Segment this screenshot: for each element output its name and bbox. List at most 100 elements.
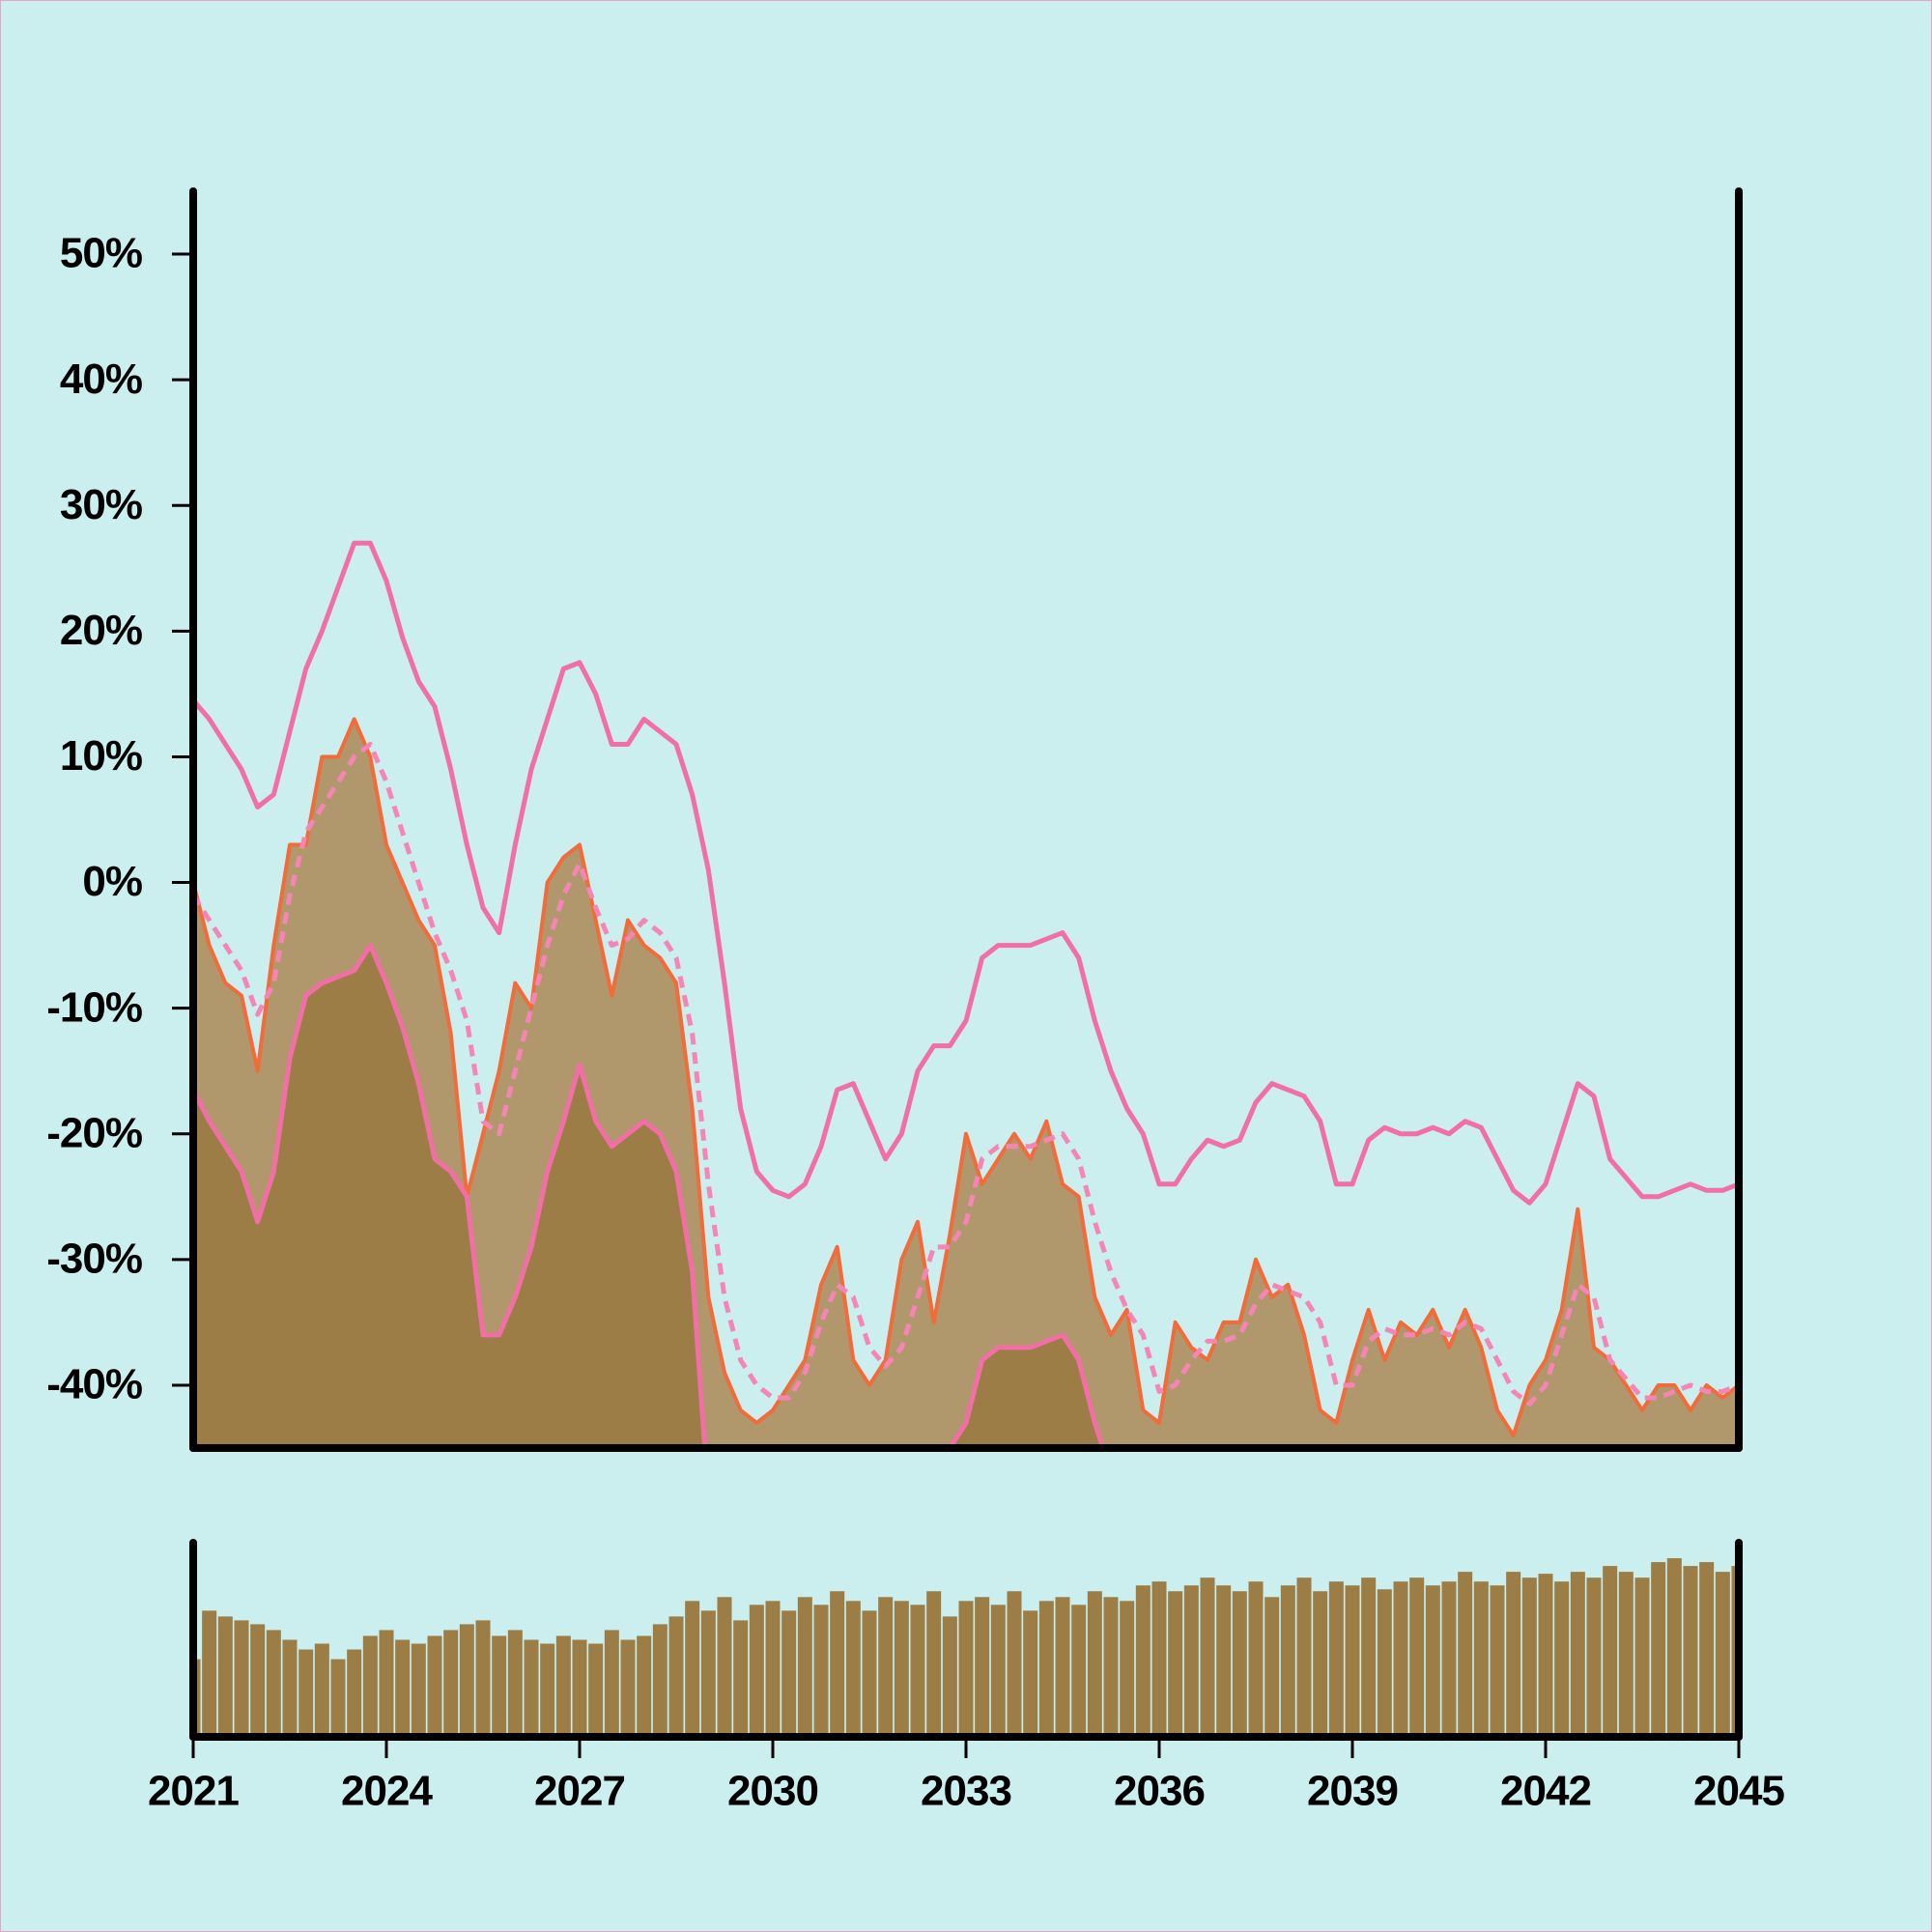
volume-bar bbox=[1023, 1610, 1038, 1737]
plot-area bbox=[193, 540, 1739, 1448]
volume-bar bbox=[1264, 1597, 1280, 1737]
volume-bar bbox=[492, 1635, 507, 1737]
volume-bar bbox=[1715, 1572, 1730, 1737]
volume-bar bbox=[1151, 1581, 1167, 1737]
volume-bar bbox=[1071, 1605, 1087, 1737]
volume-bar bbox=[637, 1635, 652, 1737]
volume-bar bbox=[1120, 1601, 1135, 1737]
volume-bar bbox=[862, 1610, 877, 1737]
y-tick-label: -30% bbox=[46, 1235, 142, 1282]
volume-bar bbox=[1554, 1581, 1570, 1737]
volume-bar bbox=[1441, 1581, 1457, 1737]
volume-bar bbox=[894, 1601, 909, 1737]
volume-bar bbox=[620, 1639, 636, 1737]
volume-bar bbox=[250, 1624, 266, 1737]
plot-area bbox=[193, 1558, 1739, 1737]
volume-bar bbox=[475, 1620, 491, 1737]
volume-bar bbox=[540, 1643, 555, 1737]
x-tick-label: 2030 bbox=[727, 1768, 818, 1815]
volume-bar bbox=[1538, 1574, 1553, 1737]
volume-bar bbox=[572, 1639, 587, 1737]
volume-bar bbox=[733, 1620, 749, 1737]
y-tick-label: 50% bbox=[60, 230, 142, 277]
y-tick-label: 0% bbox=[82, 858, 142, 905]
volume-bar bbox=[958, 1601, 974, 1737]
volume-bar bbox=[459, 1624, 474, 1737]
volume-bar bbox=[217, 1616, 233, 1737]
volume-bar bbox=[1377, 1589, 1392, 1737]
volume-bar bbox=[1683, 1566, 1698, 1737]
volume-bar bbox=[379, 1630, 394, 1737]
volume-bar bbox=[1393, 1581, 1408, 1737]
line bbox=[193, 741, 1739, 1406]
volume-bar bbox=[1473, 1581, 1489, 1737]
volume-bar bbox=[990, 1605, 1006, 1737]
x-tick-label: 2027 bbox=[534, 1768, 625, 1815]
x-tick-label: 2024 bbox=[341, 1768, 433, 1815]
volume-bar bbox=[1570, 1572, 1585, 1737]
line bbox=[193, 943, 1106, 1448]
volume-bar bbox=[1521, 1577, 1537, 1737]
y-tick-label: -10% bbox=[46, 983, 142, 1031]
volume-bar bbox=[1168, 1591, 1183, 1737]
x-tick-label: 2042 bbox=[1500, 1768, 1591, 1815]
volume-bar bbox=[1135, 1585, 1151, 1737]
volume-bar bbox=[588, 1643, 604, 1737]
volume-bar bbox=[926, 1591, 942, 1737]
volume-bar bbox=[1666, 1558, 1682, 1737]
volume-bar bbox=[910, 1605, 925, 1737]
volume-bar bbox=[1603, 1566, 1618, 1737]
volume-bar bbox=[830, 1591, 845, 1737]
volume-bar bbox=[427, 1635, 442, 1737]
x-tick-label: 2021 bbox=[148, 1768, 239, 1815]
y-tick-label: 40% bbox=[60, 355, 142, 403]
volume-bar bbox=[266, 1630, 281, 1737]
y-tick-label: -40% bbox=[46, 1361, 142, 1408]
volume-bar bbox=[1103, 1597, 1119, 1737]
volume-bar bbox=[362, 1635, 378, 1737]
volume-bar bbox=[668, 1616, 684, 1737]
volume-bar bbox=[1087, 1591, 1102, 1737]
volume-bar bbox=[1055, 1597, 1070, 1737]
volume-bar bbox=[330, 1659, 346, 1737]
volume-bar bbox=[1490, 1585, 1505, 1737]
volume-bar bbox=[813, 1605, 829, 1737]
volume-bar bbox=[202, 1610, 217, 1737]
volume-bar bbox=[604, 1630, 619, 1737]
volume-bar bbox=[395, 1639, 411, 1737]
x-tick-label: 2045 bbox=[1693, 1768, 1784, 1815]
volume-bar bbox=[443, 1630, 459, 1737]
volume-bar bbox=[942, 1616, 957, 1737]
volume-bar bbox=[234, 1620, 249, 1737]
volume-bar bbox=[1007, 1591, 1022, 1737]
x-tick-label: 2039 bbox=[1307, 1768, 1398, 1815]
y-tick-label: 10% bbox=[60, 732, 142, 780]
line bbox=[193, 540, 1739, 1206]
volume-bar bbox=[1248, 1581, 1264, 1737]
volume-bar bbox=[1586, 1577, 1602, 1737]
line bbox=[193, 717, 1739, 1437]
volume-bar bbox=[1506, 1572, 1521, 1737]
volume-bar bbox=[765, 1601, 781, 1737]
volume-bar bbox=[797, 1597, 812, 1737]
volume-bar bbox=[845, 1601, 861, 1737]
volume-bar bbox=[411, 1643, 426, 1737]
volume-bar bbox=[1038, 1601, 1054, 1737]
volume-bar bbox=[1618, 1572, 1634, 1737]
volume-bar bbox=[1425, 1585, 1440, 1737]
volume-bar bbox=[1216, 1585, 1232, 1737]
x-tick-label: 2033 bbox=[921, 1768, 1011, 1815]
volume-bar bbox=[749, 1605, 764, 1737]
volume-bar bbox=[1183, 1585, 1199, 1737]
volume-bar bbox=[1699, 1562, 1715, 1737]
volume-bar bbox=[1280, 1585, 1295, 1737]
volume-bar bbox=[347, 1649, 362, 1737]
volume-bar bbox=[1361, 1577, 1377, 1737]
volume-bar bbox=[1634, 1577, 1650, 1737]
y-tick-label: 20% bbox=[60, 607, 142, 654]
volume-bar bbox=[507, 1630, 523, 1737]
volume-bar bbox=[1296, 1577, 1312, 1737]
